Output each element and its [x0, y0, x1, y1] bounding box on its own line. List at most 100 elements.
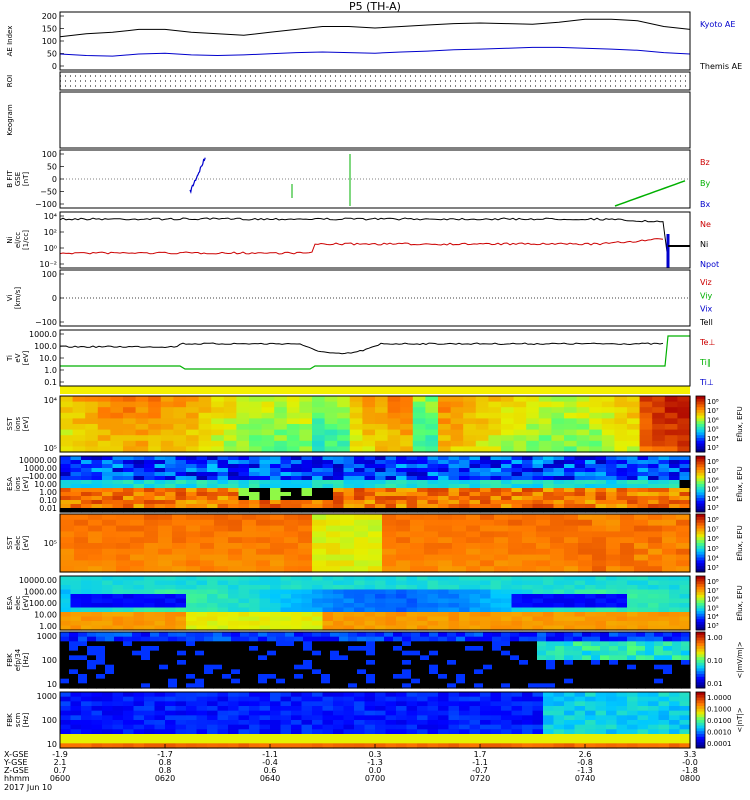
heatmap-cell — [186, 641, 196, 647]
heatmap-cell — [658, 621, 670, 627]
heatmap-cell — [658, 706, 670, 712]
heatmap-cell — [538, 418, 552, 425]
heatmap-cell — [133, 576, 145, 582]
heatmap-cell — [81, 692, 93, 698]
heatmap-cell — [144, 525, 159, 532]
heatmap-cell — [417, 496, 429, 501]
heatmap-cell — [177, 655, 187, 661]
heatmap-cell — [501, 674, 511, 680]
heatmap-cell — [648, 576, 660, 582]
heatmap-cell — [102, 496, 114, 501]
heatmap-cell — [595, 488, 607, 493]
heatmap-cell — [96, 650, 106, 656]
heatmap-cell — [364, 603, 376, 609]
heatmap-cell — [425, 429, 439, 436]
heatmap-cell — [148, 435, 162, 442]
heatmap-cell — [256, 566, 271, 573]
heatmap-cell — [280, 692, 292, 698]
heatmap-cell — [447, 683, 457, 689]
heatmap-cell — [448, 468, 460, 473]
heatmap-cell — [298, 560, 313, 567]
heatmap-cell — [259, 576, 271, 582]
heatmap-cell — [160, 407, 174, 414]
heatmap-cell — [165, 476, 177, 481]
heatmap-cell — [595, 692, 607, 698]
heatmap-cell — [102, 472, 114, 477]
heatmap-cell — [574, 625, 586, 631]
heatmap-cell — [133, 476, 145, 481]
heatmap-cell — [508, 531, 523, 538]
heatmap-cell — [259, 484, 271, 489]
heatmap-cell — [270, 472, 282, 477]
heatmap-cell — [553, 598, 565, 604]
heatmap-cell — [679, 701, 691, 707]
heatmap-cell — [364, 456, 376, 461]
heatmap-cell — [672, 664, 682, 670]
heatmap-cell — [679, 696, 691, 702]
heatmap-cell — [627, 500, 639, 505]
heatmap-cell — [375, 607, 387, 613]
heatmap-cell — [501, 664, 511, 670]
heatmap-cell — [546, 683, 556, 689]
heatmap-cell — [648, 464, 660, 469]
heatmap-cell — [591, 655, 601, 661]
heatmap-cell — [154, 738, 166, 744]
heatmap-cell — [343, 472, 355, 477]
heatmap-cell — [417, 715, 429, 721]
heatmap-cell — [284, 566, 299, 573]
heatmap-cell — [582, 674, 592, 680]
heatmap-cell — [196, 625, 208, 631]
heatmap-cell — [204, 669, 214, 675]
heatmap-cell — [417, 468, 429, 473]
heatmap-cell — [144, 598, 156, 604]
heatmap-cell — [658, 464, 670, 469]
heatmap-cell — [97, 424, 111, 431]
heatmap-cell — [249, 429, 263, 436]
heatmap-cell — [249, 603, 261, 609]
heatmap-cell — [130, 519, 145, 527]
heatmap-cell — [463, 424, 477, 431]
heatmap-cell — [222, 641, 232, 647]
heatmap-cell — [133, 580, 145, 586]
heatmap-cell — [116, 566, 131, 573]
heatmap-cell — [154, 468, 166, 473]
heatmap-cell — [312, 674, 322, 680]
heatmap-cell — [196, 598, 208, 604]
ytick-label-ae: 150 — [42, 25, 57, 34]
heatmap-cell — [165, 616, 177, 622]
heatmap-cell — [427, 706, 439, 712]
heatmap-cell — [322, 476, 334, 481]
heatmap-cell — [211, 435, 225, 442]
heatmap-cell — [654, 655, 664, 661]
ylabel-sst_i: SST — [6, 417, 14, 431]
heatmap-cell — [406, 625, 418, 631]
heatmap-cell — [102, 460, 114, 465]
heatmap-cell — [438, 616, 450, 622]
heatmap-cell — [438, 720, 450, 726]
heatmap-cell — [627, 641, 637, 647]
heatmap-cell — [585, 504, 597, 509]
heatmap-cell — [102, 525, 117, 532]
heatmap-cell — [144, 715, 156, 721]
heatmap-cell — [679, 738, 691, 744]
heatmap-cell — [564, 468, 576, 473]
heatmap-cell — [618, 683, 628, 689]
heatmap-cell — [606, 525, 621, 532]
heatmap-cell — [299, 440, 313, 447]
heatmap-cell — [291, 598, 303, 604]
heatmap-cell — [91, 585, 103, 591]
heatmap-cell — [186, 729, 198, 735]
heatmap-cell — [175, 468, 187, 473]
heatmap-cell — [459, 701, 471, 707]
heatmap-cell — [375, 476, 387, 481]
heatmap-cell — [154, 607, 166, 613]
heatmap-cell — [522, 504, 534, 509]
heatmap-cell — [91, 720, 103, 726]
heatmap-cell — [513, 424, 527, 431]
heatmap-cell — [154, 496, 166, 501]
heatmap-cell — [148, 418, 162, 425]
heatmap-cell — [186, 710, 198, 716]
heatmap-cell — [375, 696, 387, 702]
heatmap-cell — [198, 396, 212, 403]
heatmap-cell — [511, 468, 523, 473]
